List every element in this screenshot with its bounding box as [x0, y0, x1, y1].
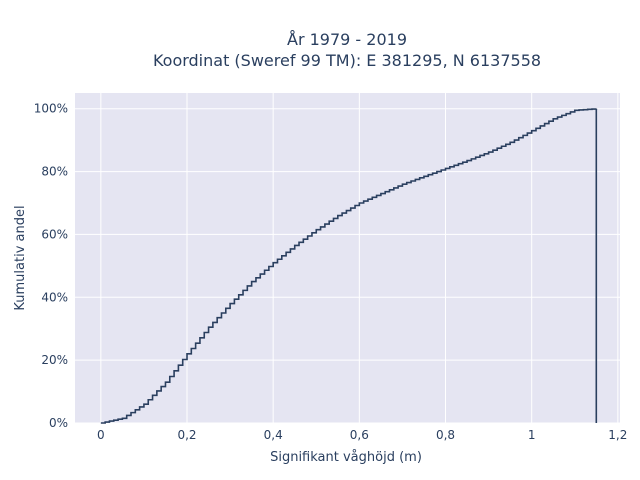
- y-axis-title: Kumulativ andel: [13, 205, 28, 310]
- x-tick-label: 0,2: [177, 428, 196, 442]
- y-tick-label: 100%: [34, 102, 68, 116]
- grid-lines: [75, 93, 620, 424]
- y-tick-label: 0%: [49, 416, 68, 430]
- y-tick-label: 40%: [41, 290, 68, 304]
- series-line: [100, 108, 598, 424]
- x-tick-label: 0,6: [350, 428, 369, 442]
- chart-title-line2: Koordinat (Sweref 99 TM): E 381295, N 61…: [153, 51, 541, 70]
- chart-title-line1: År 1979 - 2019: [287, 30, 407, 49]
- x-tick-label: 0,4: [264, 428, 283, 442]
- x-tick-label: 1: [528, 428, 536, 442]
- tick-labels: 0 0,2 0,4 0,6 0,8 1 1,2 0% 20% 40% 60% 80% 100%: [34, 102, 628, 442]
- x-axis-title: Signifikant våghöjd (m): [270, 450, 422, 465]
- y-tick-label: 80%: [41, 165, 68, 179]
- plot-area: [75, 93, 620, 423]
- x-tick-label: 0: [97, 428, 105, 442]
- x-tick-label: 1,2: [608, 428, 627, 442]
- x-tick-label: 0,8: [436, 428, 455, 442]
- y-tick-label: 60%: [41, 227, 68, 241]
- y-tick-label: 20%: [41, 353, 68, 367]
